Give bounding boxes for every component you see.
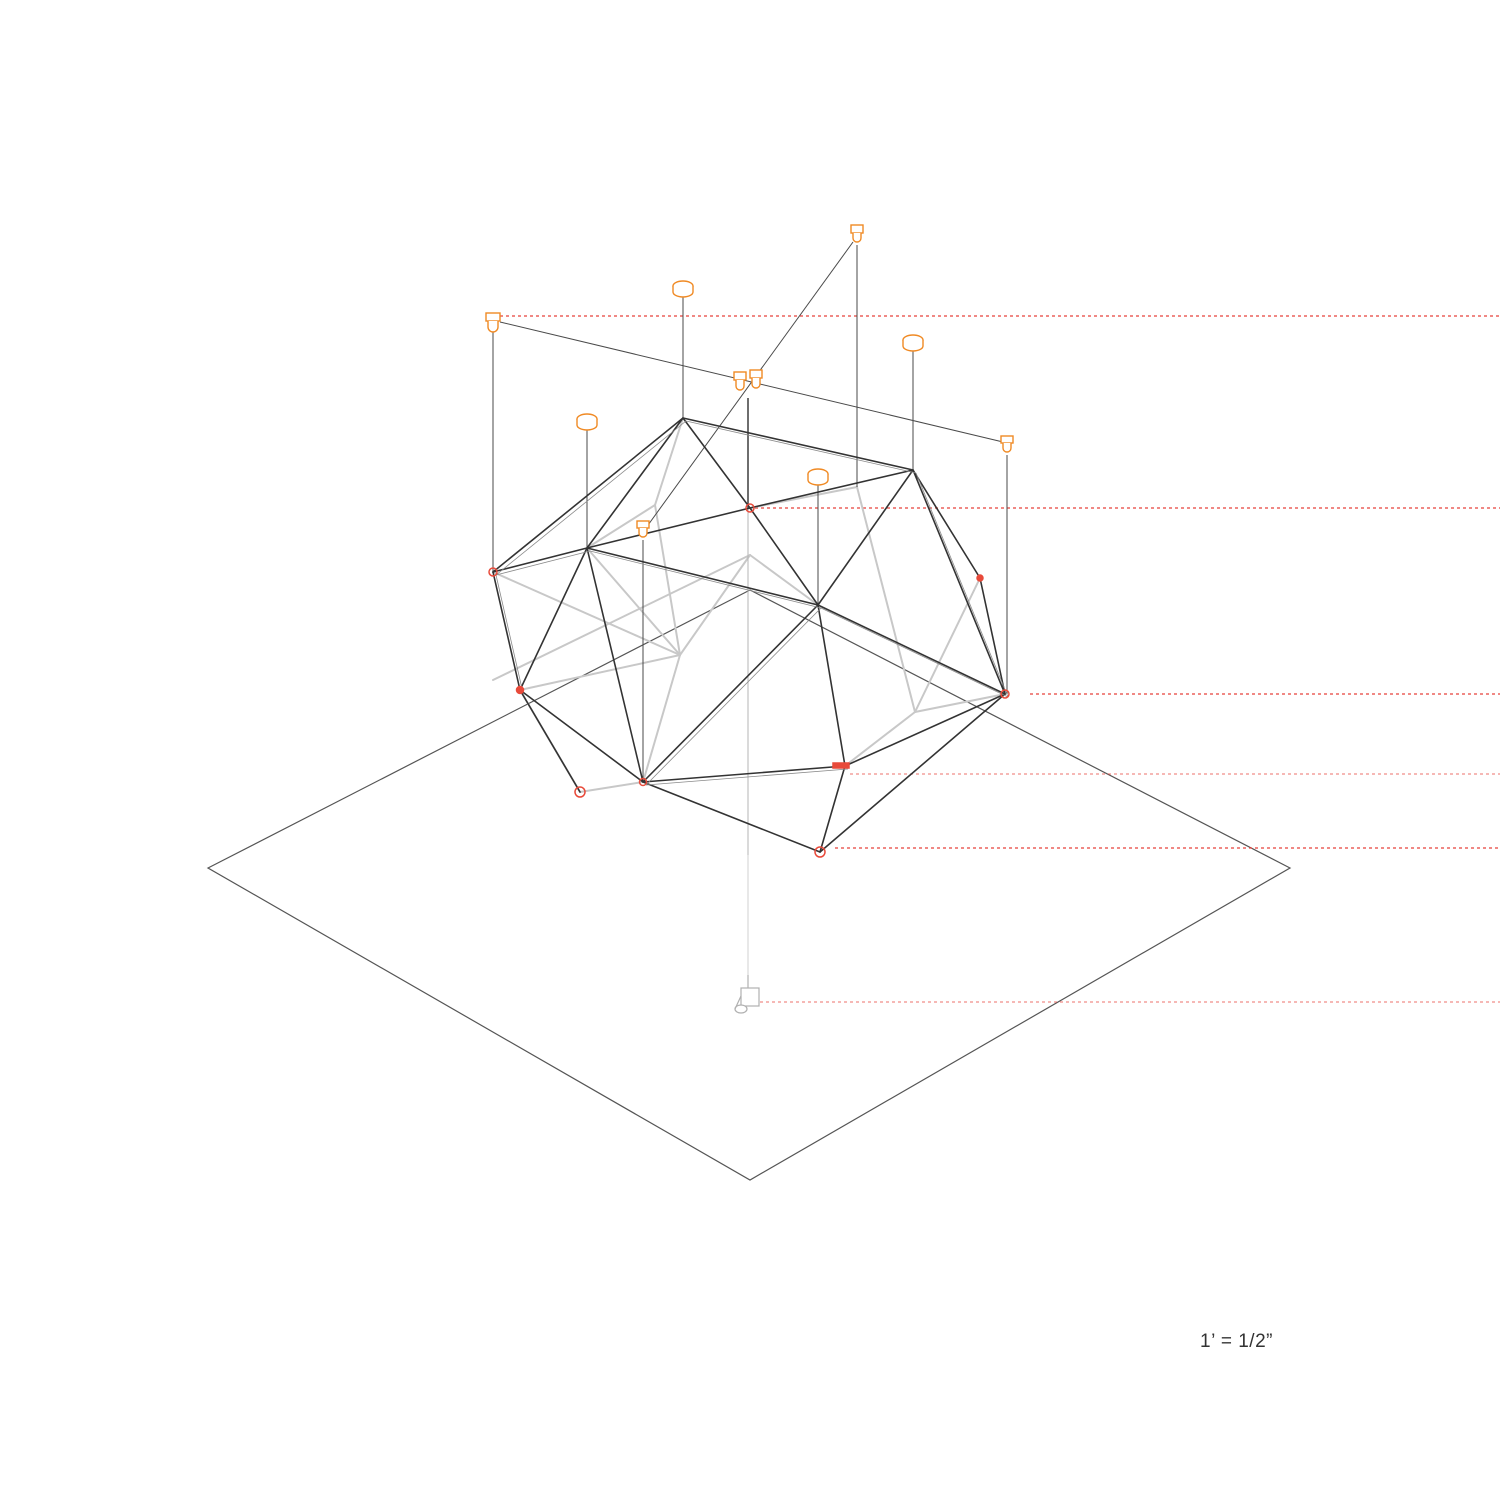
- red-joint-icon: [814, 846, 826, 858]
- guide-lines: [500, 315, 1500, 1003]
- red-joints: [488, 503, 1010, 858]
- scale-label: 1’ = 1/2”: [1200, 1331, 1273, 1352]
- red-joint-icon: [574, 786, 586, 798]
- red-joint-icon: [832, 762, 850, 769]
- red-joint-icon: [1000, 689, 1010, 699]
- orange-clamps: [485, 224, 1014, 538]
- orange-clamp-icon: [485, 312, 501, 333]
- ground-plane: [206, 589, 1292, 1181]
- camera-clamp-icon: [734, 975, 760, 1014]
- orange-disc-icon: [576, 413, 598, 431]
- frame-front: [492, 417, 1006, 853]
- orange-clamp-icon: [850, 224, 864, 243]
- red-joint-icon: [488, 567, 498, 577]
- rigging-cables: [492, 241, 1008, 990]
- orange-clamp-icon: [733, 371, 747, 391]
- orange-clamp-icon: [749, 369, 763, 389]
- orange-disc-icon: [672, 280, 694, 298]
- red-joint-icon: [515, 685, 525, 695]
- frame-front-inner: [495, 420, 1009, 786]
- orange-clamp-icon: [1000, 435, 1014, 453]
- red-joint-icon: [976, 574, 984, 582]
- orange-disc-icon: [902, 334, 924, 352]
- red-joint-icon: [745, 503, 755, 513]
- red-joint-icon: [638, 777, 648, 787]
- orange-discs: [576, 280, 924, 486]
- orange-clamp-icon: [636, 520, 650, 538]
- frame-back: [492, 417, 1006, 793]
- orange-disc-icon: [807, 468, 829, 486]
